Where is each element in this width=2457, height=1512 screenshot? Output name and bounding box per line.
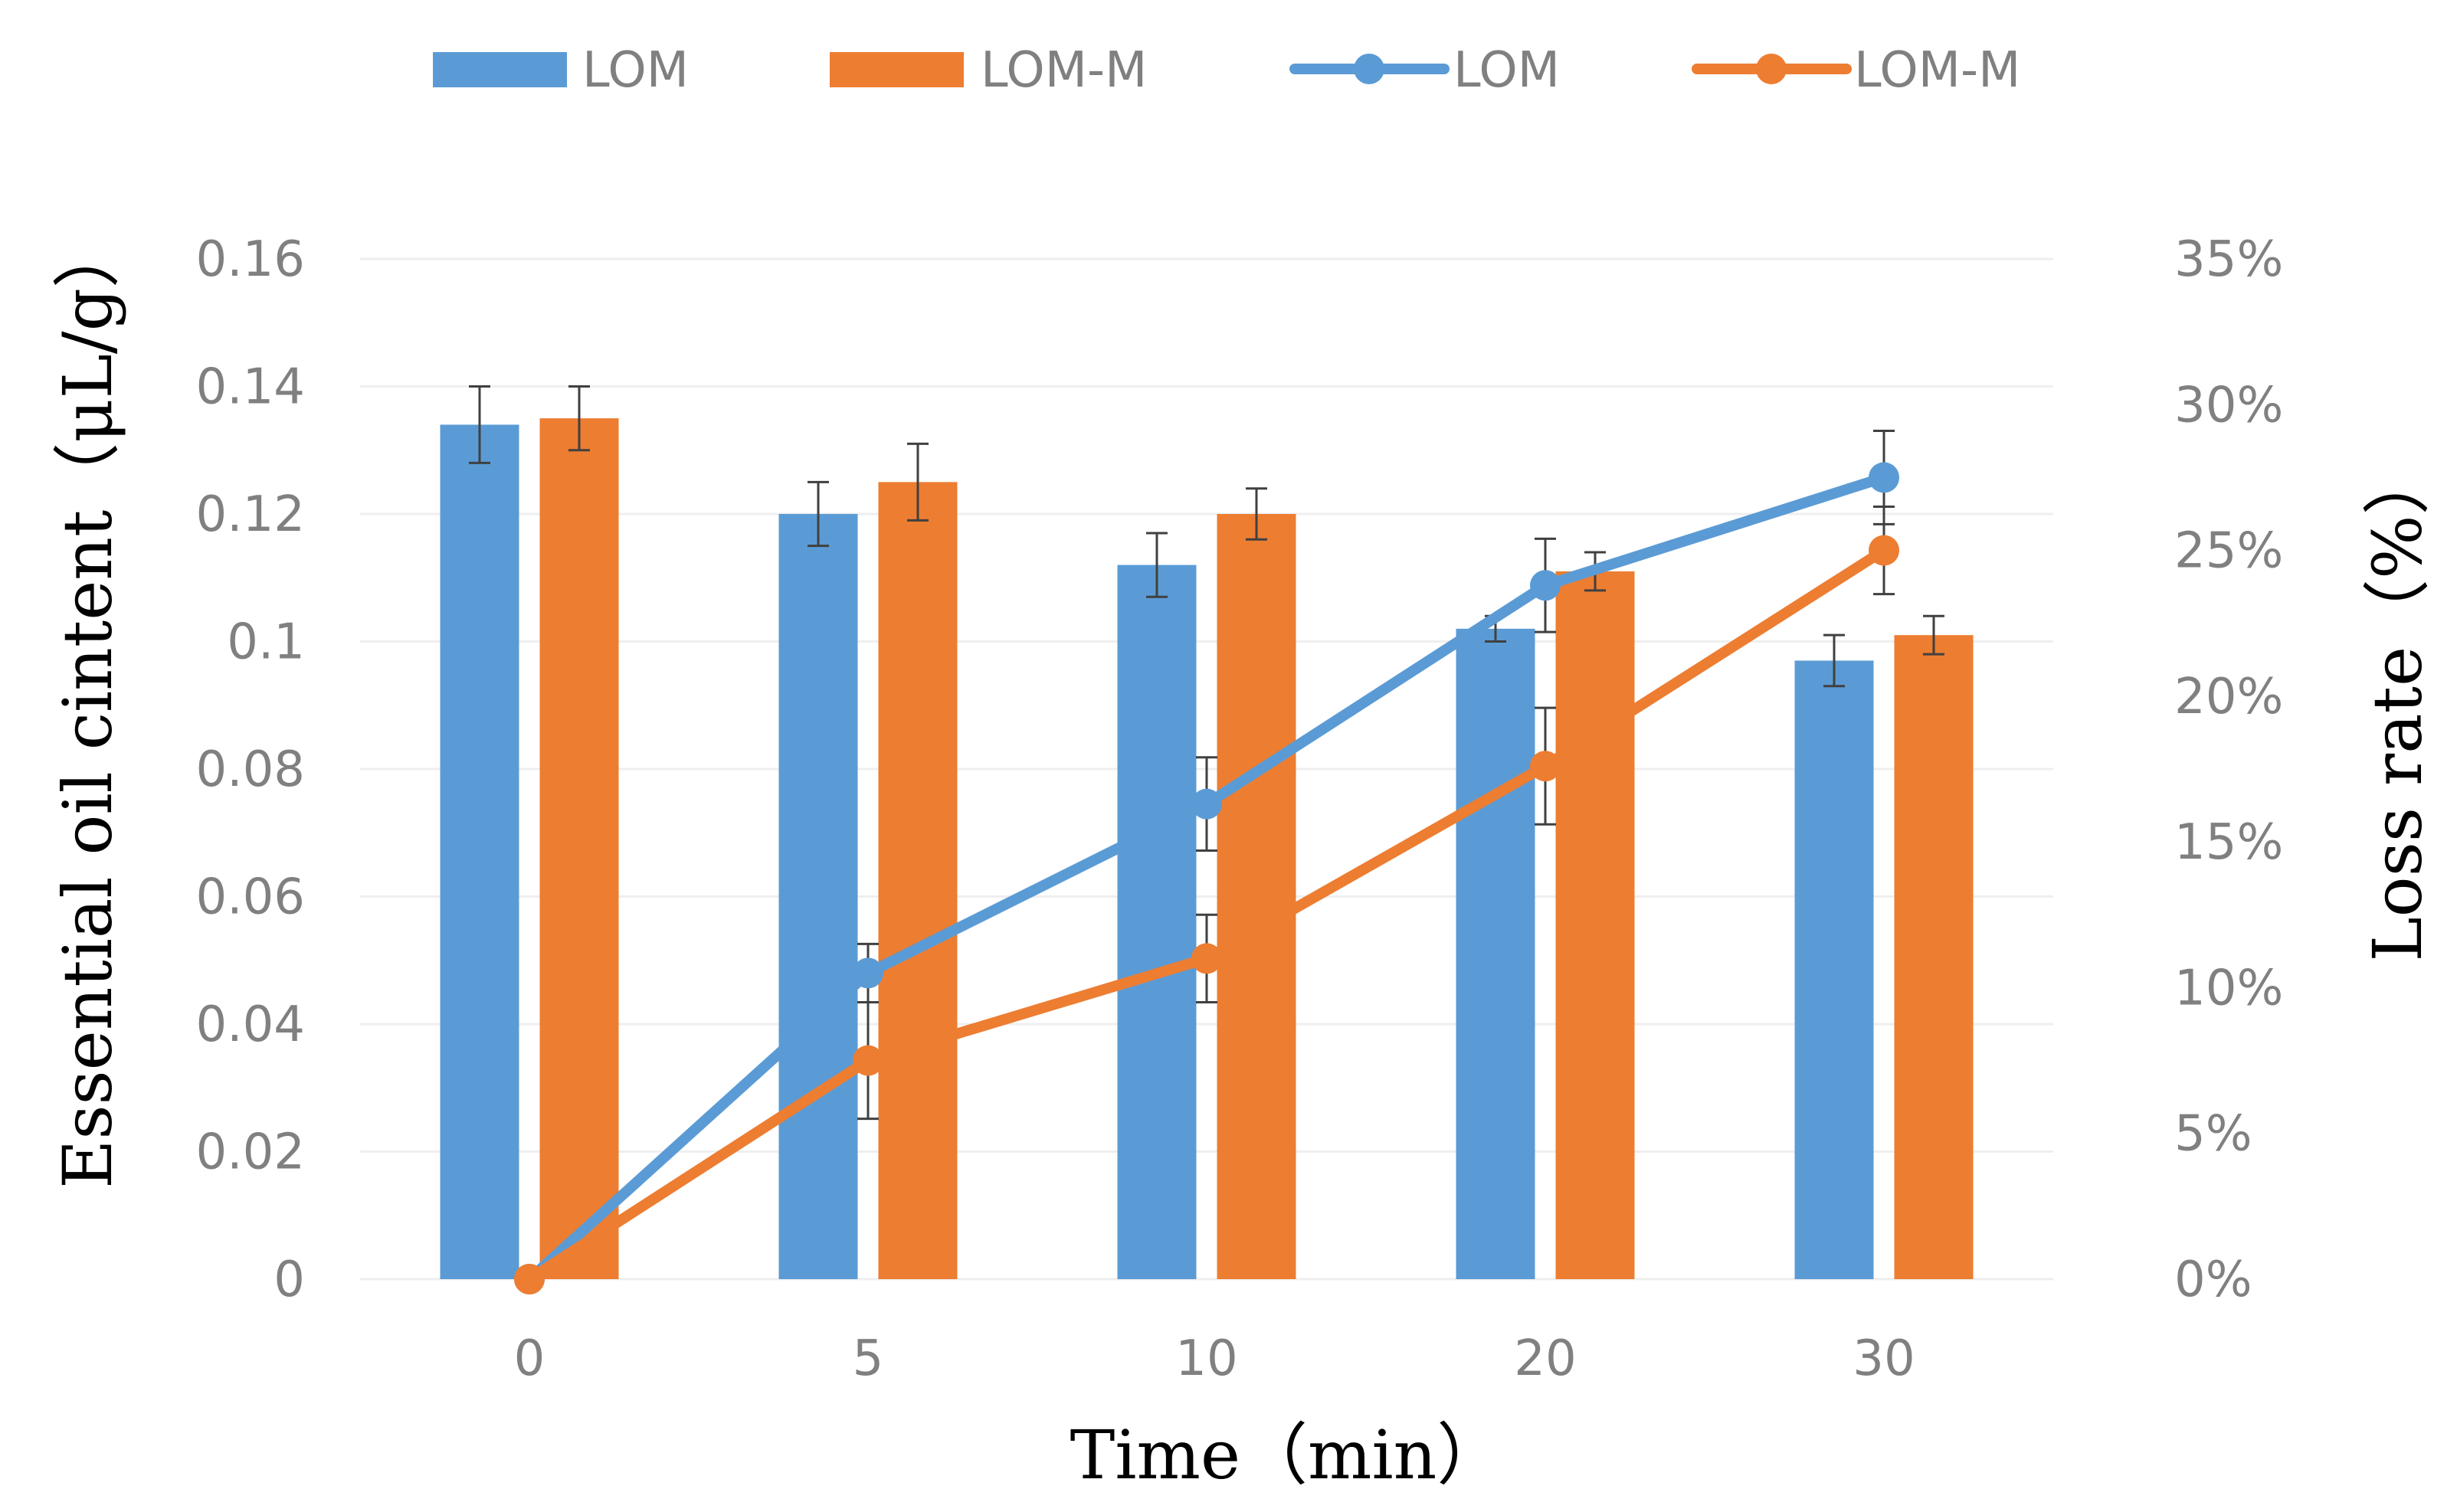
bar-lom — [440, 424, 519, 1280]
legend-label-lom-line: LOM — [1453, 42, 1560, 99]
bar-lom — [778, 514, 858, 1279]
point-lom-m — [1869, 535, 1899, 566]
y-left-tick-label: 0.16 — [196, 231, 306, 288]
y-right-tick-label: 20% — [2174, 669, 2283, 725]
y-axis-left-title: Essential oil cintent（μL/g） — [48, 221, 127, 1189]
x-axis-title: Time（min） — [1070, 1415, 1505, 1494]
point-lom-m — [853, 1045, 883, 1076]
y-left-tick-label: 0.08 — [196, 741, 306, 798]
legend-label-lom-m-bar: LOM-M — [981, 42, 1147, 99]
legend-label-lom-m-line: LOM-M — [1854, 42, 2020, 99]
x-tick-label: 20 — [1514, 1330, 1576, 1387]
y-right-tick-label: 15% — [2174, 814, 2283, 871]
point-lom — [1869, 462, 1899, 493]
y-axis-right-title: Loss rate（%） — [2358, 447, 2437, 961]
point-lom — [1530, 570, 1561, 601]
y-right-tick-label: 35% — [2174, 231, 2283, 288]
x-tick-label: 30 — [1853, 1330, 1915, 1387]
bar-lom-m — [1217, 514, 1296, 1279]
y-right-tick-label: 25% — [2174, 523, 2283, 580]
bar-lom-m — [539, 418, 619, 1279]
y-right-tick-label: 10% — [2174, 960, 2283, 1016]
y-left-tick-label: 0.14 — [196, 359, 306, 416]
point-lom-m — [1530, 751, 1561, 782]
legend-swatch-lom-m-bar — [830, 52, 964, 87]
y-left-tick-label: 0 — [274, 1252, 305, 1308]
y-right-tick-label: 0% — [2174, 1252, 2252, 1308]
bar-lom-m — [878, 482, 958, 1279]
y-right-tick-label: 30% — [2174, 377, 2283, 434]
bar-series — [440, 385, 1974, 1280]
y-left-tick-label: 0.04 — [196, 997, 306, 1053]
axis-ticks: 0 0.02 0.04 0.06 0.08 0.1 0.12 0.14 0.16 0% 5% 10% 1… — [196, 231, 2284, 1387]
y-left-tick-label: 0.1 — [227, 614, 305, 671]
y-left-tick-label: 0.06 — [196, 869, 306, 926]
legend-swatch-lom-bar — [433, 52, 567, 87]
y-left-tick-label: 0.02 — [196, 1124, 306, 1181]
y-right-tick-label: 5% — [2174, 1106, 2252, 1163]
x-tick-label: 10 — [1175, 1330, 1237, 1387]
line-lom — [524, 472, 1889, 1285]
legend: LOM LOM-M LOM LOM-M — [433, 42, 2020, 99]
legend-marker-lom — [1354, 54, 1384, 84]
bar-lom — [1117, 565, 1197, 1279]
x-tick-label: 5 — [853, 1330, 884, 1387]
point-lom-m — [514, 1264, 545, 1294]
bar-lom — [1456, 628, 1535, 1279]
line-series — [514, 430, 1899, 1294]
y-left-tick-label: 0.12 — [196, 486, 306, 543]
legend-label-lom-bar: LOM — [582, 42, 689, 99]
bar-lom-m — [1894, 635, 1974, 1279]
legend-marker-lom-m — [1756, 54, 1787, 84]
point-lom — [853, 957, 883, 989]
bar-lom — [1794, 660, 1874, 1279]
point-lom-m — [1191, 943, 1222, 974]
point-lom — [1191, 788, 1222, 820]
x-tick-label: 0 — [514, 1330, 545, 1387]
bar-lom-m — [1555, 571, 1635, 1279]
